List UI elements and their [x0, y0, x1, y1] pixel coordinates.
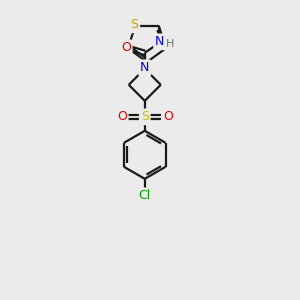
Text: O: O	[117, 110, 127, 123]
Text: N: N	[155, 35, 164, 48]
Text: S: S	[130, 18, 138, 31]
Text: N: N	[140, 61, 149, 74]
Text: S: S	[141, 110, 149, 123]
Text: Cl: Cl	[139, 189, 151, 202]
Text: O: O	[121, 41, 131, 54]
Text: H: H	[166, 39, 174, 49]
Text: O: O	[163, 110, 173, 123]
